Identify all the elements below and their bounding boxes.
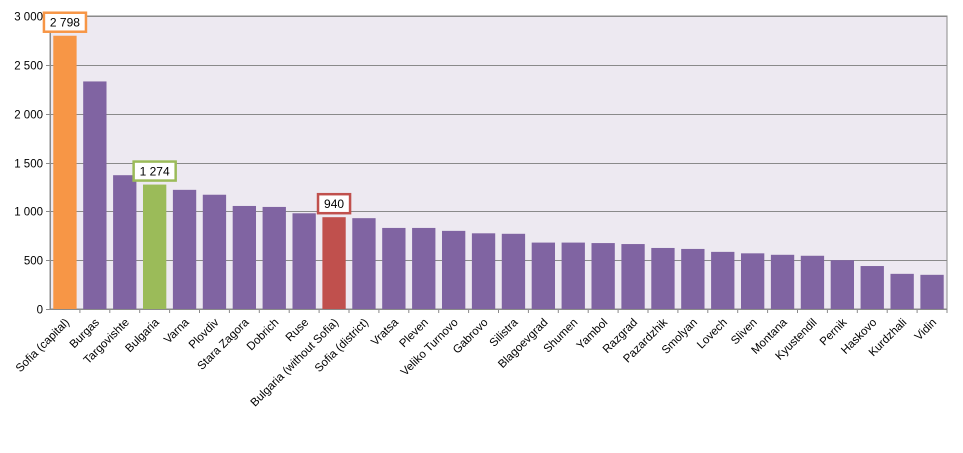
bar: Plovdiv: 1170 xyxy=(202,194,227,309)
data-label: 940 xyxy=(324,197,344,211)
bar: Haskovo: 440 xyxy=(860,266,884,309)
bar: Stara Zagora: 1055 xyxy=(232,205,257,309)
bar: Pleven: 830 xyxy=(412,227,436,309)
bar: Blagoevgrad: 680 xyxy=(531,242,556,309)
bar: Varna: 1220 xyxy=(172,189,197,309)
y-tick-label: 1 000 xyxy=(14,207,43,219)
category-label: Vratsa xyxy=(369,316,401,348)
bar: Kyustendil: 545 xyxy=(800,255,825,309)
bar: Bulgaria (without Sofia): 940 xyxy=(322,217,346,309)
bar: Ruse: 980 xyxy=(292,213,316,309)
bar: Montana: 555 xyxy=(770,254,795,309)
data-label-box xyxy=(42,11,88,33)
bar: Yambol: 675 xyxy=(591,243,615,309)
bar: Sliven: 570 xyxy=(740,253,765,309)
y-tick-label: 2 000 xyxy=(14,110,43,122)
y-tick-label: 0 xyxy=(37,305,43,317)
y-tick-label: 500 xyxy=(24,256,43,268)
category-labels: Sofia (capital)BurgasTargovishteBulgaria… xyxy=(14,316,939,409)
category-label: Lovech xyxy=(695,317,730,352)
bar: Burgas: 2330 xyxy=(83,81,107,309)
y-tick-labels: 0 500 1 000 1 500 2 000 2 500 3 000 xyxy=(14,12,43,317)
data-label-callout: 2 798 xyxy=(42,11,88,33)
category-label: Sofia (capital) xyxy=(14,317,72,375)
bar: Gabrovo: 775 xyxy=(471,233,496,309)
bar: Veliko Turnovo: 800 xyxy=(441,230,466,309)
gridlines xyxy=(46,16,947,310)
data-label-box xyxy=(316,192,352,215)
bar: Vratsa: 830 xyxy=(382,227,406,309)
bar: Razgrad: 665 xyxy=(621,244,645,309)
bar: Kurdzhali: 360 xyxy=(890,273,914,309)
y-tick-label: 3 000 xyxy=(14,12,43,24)
category-label: Sofia (district) xyxy=(313,317,371,375)
bar: Silistra: 770 xyxy=(501,233,526,309)
category-label: Dobrich xyxy=(245,317,282,354)
bar: Smolyan: 615 xyxy=(681,248,705,309)
bar: Dobrich: 1045 xyxy=(262,206,286,309)
data-label-callout: 1 274 xyxy=(132,160,177,182)
callouts: 2 798 1 274 940 xyxy=(42,11,352,215)
bar: Vidin: 350 xyxy=(920,274,944,309)
bar: Pernik: 500 xyxy=(830,260,855,309)
data-label-callout: 940 xyxy=(316,192,352,215)
bar: Shumen: 680 xyxy=(561,242,585,309)
category-label: Vidin xyxy=(913,317,939,343)
category-label: Ruse xyxy=(284,317,311,344)
data-label: 2 798 xyxy=(50,16,80,30)
data-label-box xyxy=(132,160,177,182)
y-tick-label: 2 500 xyxy=(14,61,43,73)
category-label: Bulgaria xyxy=(123,316,162,355)
bars: Sofia (capital): 2798Burgas: 2330Targovi… xyxy=(53,35,944,309)
axes xyxy=(50,16,948,313)
bar: Sofia (district): 930 xyxy=(352,218,376,309)
y-tick-label: 1 500 xyxy=(14,159,43,171)
data-label: 1 274 xyxy=(140,165,170,179)
bar: Pazardzhik: 625 xyxy=(651,247,675,309)
bar: Targovishte: 1370 xyxy=(113,175,137,309)
bar: Lovech: 585 xyxy=(711,251,735,309)
